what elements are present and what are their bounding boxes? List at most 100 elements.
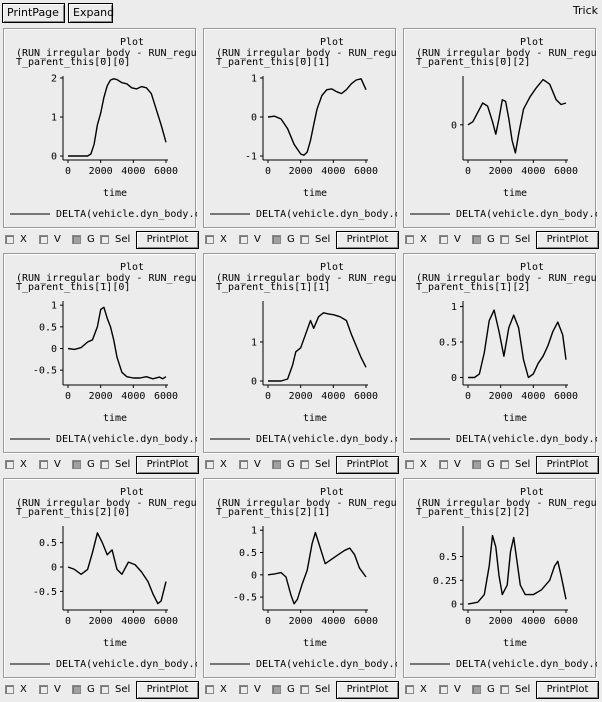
plot-frame[interactable]: Plot (RUN_irregular_body - RUN_regul T_par… [403, 253, 597, 453]
print-plot-button[interactable]: PrintPlot [536, 681, 599, 699]
x-tick-label: 6000 [154, 166, 178, 177]
plot-frame[interactable]: Plot (RUN_irregular_body - RUN_regul T_par… [203, 253, 397, 453]
x-checkbox[interactable] [405, 460, 414, 469]
plot-subtitle: T_parent_this[2][1] [216, 507, 330, 518]
x-axis-label: time [503, 638, 527, 649]
print-plot-button[interactable]: PrintPlot [336, 231, 399, 249]
print-page-button[interactable]: PrintPage [2, 3, 65, 23]
x-tick-label: 0 [265, 616, 271, 627]
plot-frame[interactable]: Plot (RUN_irregular_body - RUN_regul T_par… [403, 478, 597, 678]
x-tick-label: 0 [65, 616, 71, 627]
x-tick-label: 0 [265, 166, 271, 177]
x-tick-label: 4000 [521, 616, 545, 627]
y-tick-label: 0 [251, 113, 257, 124]
x-tick-label: 6000 [354, 166, 378, 177]
plot-canvas: Plot(RUN_irregular_body - RUN_regulT_par… [10, 262, 197, 445]
x-checkbox[interactable] [205, 685, 214, 694]
legend-label: DELTA(vehicle.dyn_body.c [56, 659, 197, 670]
y-tick-label: 2 [51, 74, 57, 85]
v-checkbox[interactable] [39, 235, 48, 244]
x-checkbox[interactable] [405, 235, 414, 244]
series-line [67, 306, 167, 380]
x-checkbox-label: X [220, 459, 227, 470]
g-checkbox[interactable] [272, 460, 281, 469]
sel-checkbox[interactable] [100, 460, 109, 469]
plot-frame[interactable]: Plot (RUN_irregular_body - RUN_regul T_par… [203, 478, 397, 678]
v-checkbox[interactable] [39, 685, 48, 694]
sel-checkbox[interactable] [500, 460, 509, 469]
x-tick-label: 0 [65, 166, 71, 177]
print-plot-button[interactable]: PrintPlot [336, 456, 399, 474]
x-checkbox[interactable] [205, 235, 214, 244]
x-tick-label: 6000 [554, 616, 578, 627]
x-checkbox[interactable] [5, 685, 14, 694]
sel-checkbox[interactable] [300, 685, 309, 694]
g-checkbox[interactable] [472, 235, 481, 244]
plot-frame[interactable]: Plot (RUN_irregular_body - RUN_regul T_par… [403, 28, 597, 228]
g-checkbox[interactable] [272, 685, 281, 694]
g-checkbox[interactable] [72, 460, 81, 469]
y-tick-label: 0 [51, 152, 57, 163]
plot-controls: X V G Sel PrintPlot [0, 230, 200, 250]
v-checkbox[interactable] [439, 685, 448, 694]
g-checkbox[interactable] [72, 235, 81, 244]
x-checkbox-label: X [420, 234, 427, 245]
g-checkbox-label: G [287, 459, 295, 470]
series-line [468, 309, 567, 379]
sel-checkbox[interactable] [500, 235, 509, 244]
plot-title: Plot [520, 262, 544, 273]
x-tick-label: 2000 [489, 166, 513, 177]
x-checkbox[interactable] [205, 460, 214, 469]
v-checkbox[interactable] [239, 685, 248, 694]
expand-button[interactable]: Expand [68, 3, 114, 23]
sel-checkbox[interactable] [300, 235, 309, 244]
v-checkbox[interactable] [39, 460, 48, 469]
plot-title: Plot [320, 262, 344, 273]
g-checkbox[interactable] [72, 685, 81, 694]
legend-label: DELTA(vehicle.dyn_body.c [456, 209, 597, 220]
x-tick-label: 6000 [154, 391, 178, 402]
x-checkbox-label: X [20, 459, 27, 470]
x-checkbox[interactable] [5, 235, 14, 244]
print-plot-button[interactable]: PrintPlot [136, 231, 199, 249]
x-tick-label: 4000 [521, 391, 545, 402]
plot-canvas: Plot(RUN_irregular_body - RUN_regulT_par… [210, 487, 397, 670]
v-checkbox[interactable] [439, 235, 448, 244]
plot-subtitle: T_parent_this[1][2] [416, 282, 530, 293]
plot-title: Plot [120, 37, 144, 48]
plot-canvas: Plot(RUN_irregular_body - RUN_regulT_par… [410, 262, 597, 445]
v-checkbox[interactable] [239, 460, 248, 469]
plot-controls: X V G Sel PrintPlot [0, 680, 200, 700]
sel-checkbox[interactable] [100, 685, 109, 694]
print-plot-button[interactable]: PrintPlot [336, 681, 399, 699]
x-checkbox[interactable] [5, 460, 14, 469]
plot-frame[interactable]: Plot (RUN_irregular_body - RUN_regul T_par… [203, 28, 397, 228]
sel-checkbox[interactable] [100, 235, 109, 244]
y-tick-label: 0 [251, 377, 257, 388]
plot-title: Plot [120, 487, 144, 498]
plot-title: Plot [320, 487, 344, 498]
print-plot-button[interactable]: PrintPlot [536, 456, 599, 474]
v-checkbox[interactable] [439, 460, 448, 469]
plot-frame[interactable]: Plot (RUN_irregular_body - RUN_regul T_par… [3, 253, 197, 453]
print-plot-button[interactable]: PrintPlot [536, 231, 599, 249]
x-tick-label: 4000 [121, 166, 145, 177]
sel-checkbox[interactable] [500, 685, 509, 694]
x-checkbox[interactable] [405, 685, 414, 694]
g-checkbox[interactable] [272, 235, 281, 244]
g-checkbox[interactable] [472, 685, 481, 694]
plot-frame[interactable]: Plot (RUN_irregular_body - RUN_regul T_par… [3, 28, 197, 228]
plot-controls: X V G Sel PrintPlot [200, 230, 400, 250]
plot-frame[interactable]: Plot (RUN_irregular_body - RUN_regul T_par… [3, 478, 197, 678]
legend-label: DELTA(vehicle.dyn_body.c [256, 659, 397, 670]
x-axis-label: time [303, 413, 327, 424]
print-plot-button[interactable]: PrintPlot [136, 681, 199, 699]
legend-label: DELTA(vehicle.dyn_body.c [56, 434, 197, 445]
sel-checkbox[interactable] [300, 460, 309, 469]
g-checkbox-label: G [87, 684, 95, 695]
g-checkbox[interactable] [472, 460, 481, 469]
v-checkbox[interactable] [239, 235, 248, 244]
print-plot-button[interactable]: PrintPlot [136, 456, 199, 474]
x-tick-label: 4000 [521, 166, 545, 177]
plot-subtitle: (RUN_irregular_body - RUN_regul [16, 498, 197, 509]
